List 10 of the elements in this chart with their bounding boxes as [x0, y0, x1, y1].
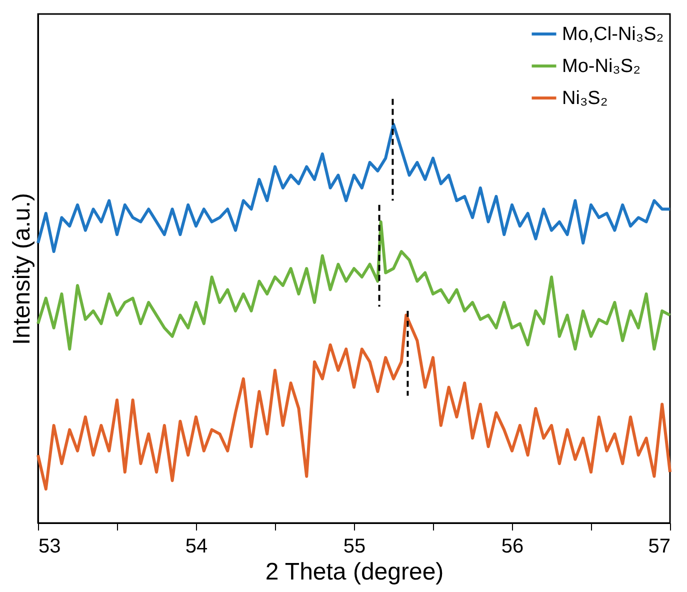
x-tick-label: 57	[648, 536, 670, 558]
x-tick-label: 53	[38, 536, 61, 558]
legend-label: Mo-Ni₃S₂	[562, 56, 640, 77]
x-tick-label: 54	[185, 536, 208, 558]
x-axis-title: 2 Theta (degree)	[265, 558, 444, 586]
x-tick-label: 56	[501, 536, 524, 558]
y-axis-title: Intensity (a.u.)	[8, 192, 36, 346]
legend-label: Ni₃S₂	[562, 88, 608, 109]
legend-label: Mo,Cl-Ni₃S₂	[562, 24, 664, 45]
x-tick-label: 55	[343, 536, 366, 558]
